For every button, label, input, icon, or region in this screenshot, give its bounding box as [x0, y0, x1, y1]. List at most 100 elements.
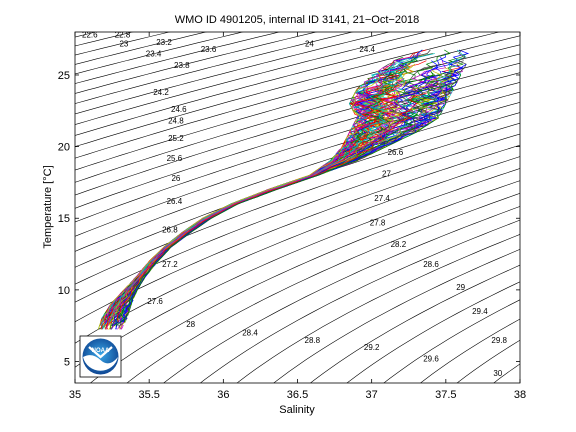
noaa-logo-wave-icon [83, 355, 118, 371]
density-contour-line [75, 122, 520, 285]
ts-profiles [98, 49, 470, 330]
density-contour-line [75, 91, 520, 237]
ts-profile-line [110, 85, 395, 319]
density-contour-line [75, 32, 428, 125]
density-contour-line [75, 133, 520, 303]
x-tick-label: 36.5 [287, 389, 308, 401]
ts-profile-line [115, 78, 433, 330]
density-contour-line [273, 249, 520, 383]
density-contour-line [456, 339, 520, 383]
ts-profile-line [104, 88, 382, 326]
density-contour-line [516, 397, 550, 429]
density-contour-line [89, 180, 520, 383]
density-contour-line [75, 32, 464, 136]
x-tick-label: 37.5 [435, 389, 456, 401]
density-contour-line [75, 32, 134, 47]
density-contour-line [75, 32, 244, 75]
density-contour-line [75, 32, 318, 94]
density-contour-line [163, 206, 520, 383]
density-contour-line [75, 32, 354, 104]
density-contour-line [126, 193, 520, 383]
density-contour-label: 26.8 [162, 226, 178, 235]
density-contour-line [45, 0, 297, 1]
ts-profile-line [105, 78, 404, 330]
density-contour-line [75, 72, 520, 209]
ts-profile-line [116, 96, 416, 323]
density-contour-label: 23.4 [146, 49, 162, 58]
ts-profile-line [124, 71, 462, 323]
density-contour-label: 23.2 [156, 38, 172, 47]
density-contour-line [75, 112, 520, 268]
density-contour-line [75, 32, 281, 84]
x-tick-label: 35.5 [138, 389, 159, 401]
density-contour-label: 29 [456, 283, 465, 292]
density-contour-label: 27.2 [162, 260, 178, 269]
density-contour-label: 30 [493, 369, 502, 378]
x-tick-label: 35 [69, 389, 81, 401]
density-contour-line [75, 53, 520, 183]
density-contour-label: 28 [186, 320, 195, 329]
density-contour-line [75, 32, 391, 115]
density-contour-label: 29.2 [364, 343, 380, 352]
density-contour-label: 28.2 [391, 240, 407, 249]
y-tick-label: 15 [58, 213, 70, 225]
y-axis-label: Temperature [°C] [42, 165, 54, 248]
x-axis-ticks: 35 35.5 36 36.5 37 37.5 38 [69, 32, 526, 401]
ts-profile-line [103, 78, 392, 327]
y-axis-ticks: 5 10 15 20 25 [58, 70, 520, 369]
ts-profile-line [102, 92, 382, 323]
ts-profile-line [100, 96, 368, 323]
x-tick-label: 36 [217, 389, 229, 401]
density-contour-label: 29.8 [491, 336, 507, 345]
density-contour-line [420, 318, 520, 383]
ts-profile-line [101, 85, 379, 326]
ts-profile-line [98, 56, 404, 330]
density-contour-label: 23 [119, 39, 128, 48]
density-contour-label: 28.6 [423, 260, 439, 269]
noaa-logo: NOAA [79, 335, 122, 378]
density-contour-label: 28.8 [305, 336, 321, 345]
density-contour-label: 27 [382, 170, 391, 179]
ts-profile-line [104, 81, 399, 327]
ts-profile-line [111, 60, 439, 326]
y-tick-label: 10 [58, 285, 70, 297]
ts-profile-line [122, 63, 467, 323]
density-contour-label: 27.6 [147, 297, 163, 306]
y-tick-label: 20 [58, 142, 70, 154]
x-tick-label: 38 [514, 389, 526, 401]
density-contour-label: 26.6 [388, 148, 404, 157]
chart-title: WMO ID 4901205, internal ID 3141, 21−Oct… [175, 14, 420, 26]
density-contour-line [493, 363, 520, 383]
density-contour-label: 27.4 [374, 194, 390, 203]
noaa-logo-text: NOAA [92, 348, 110, 354]
y-tick-label: 25 [58, 70, 70, 82]
density-contour-label: 28.4 [242, 329, 258, 338]
ts-profile-line [100, 88, 372, 330]
density-contour-label: 24 [305, 39, 314, 48]
density-contour-line [75, 81, 520, 223]
ts-profile-line [105, 92, 403, 330]
y-tick-label: 5 [64, 357, 70, 369]
ts-profile-line [102, 85, 388, 330]
density-contour-line [309, 264, 520, 383]
density-contour-label: 25.6 [167, 154, 183, 163]
density-contours [45, 0, 550, 429]
density-contour-label: 26.4 [167, 197, 183, 206]
x-tick-label: 37 [366, 389, 378, 401]
density-contour-line [75, 35, 520, 159]
density-contour-line [75, 156, 520, 344]
density-contour-line [75, 62, 520, 196]
density-contour-line [75, 32, 208, 65]
density-contour-label: 23.6 [201, 45, 217, 54]
density-contour-line [75, 101, 520, 252]
density-contour-line [45, 0, 331, 9]
x-axis-label: Salinity [279, 404, 315, 416]
density-contour-label: 24.8 [168, 117, 184, 126]
ts-profile-line [101, 96, 368, 323]
ts-profile-line [104, 85, 381, 323]
density-contour-line [236, 234, 520, 383]
density-contour-label: 29.6 [423, 355, 439, 364]
density-contour-line [199, 219, 520, 383]
